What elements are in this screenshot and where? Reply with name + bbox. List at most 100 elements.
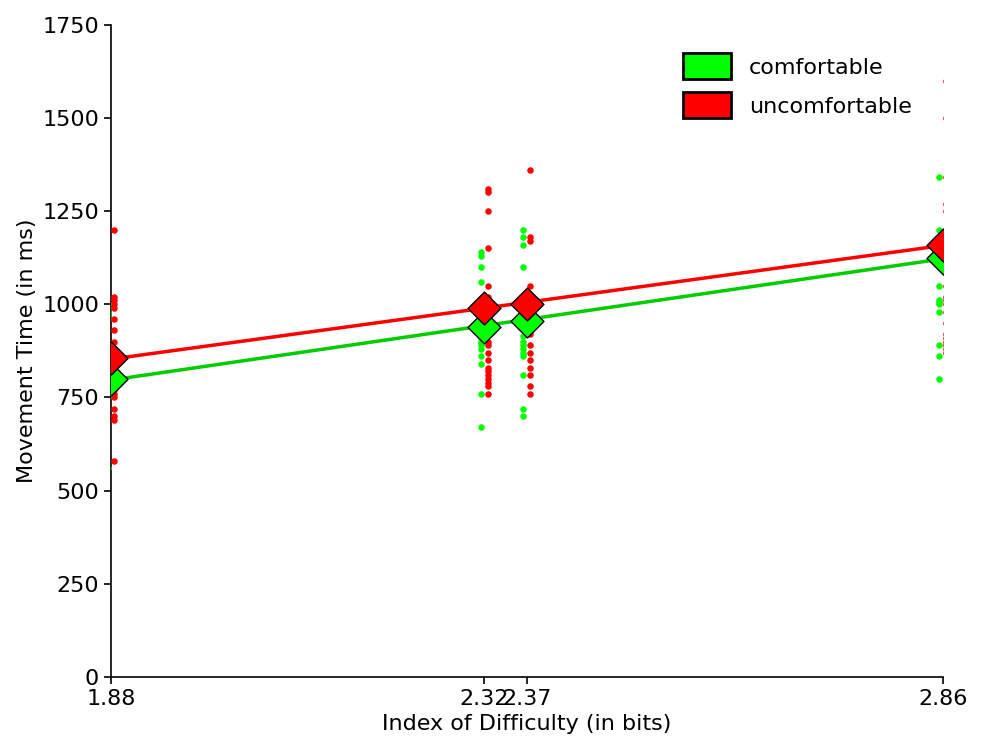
Point: [516, 369, 531, 381]
Point: [523, 347, 538, 359]
Point: [480, 365, 496, 377]
Point: [932, 297, 948, 309]
Point: [106, 372, 122, 385]
Point: [106, 324, 122, 336]
Point: [516, 239, 531, 251]
Point: [938, 347, 953, 359]
Point: [480, 313, 496, 325]
Point: [938, 291, 953, 303]
Point: [938, 336, 953, 348]
Point: [938, 306, 953, 318]
Point: [99, 343, 115, 355]
Point: [523, 298, 538, 310]
Point: [932, 351, 948, 363]
Point: [516, 321, 531, 333]
Point: [476, 302, 492, 314]
Point: [473, 337, 489, 349]
Point: [480, 205, 496, 217]
Point: [480, 369, 496, 381]
Point: [938, 298, 953, 310]
Point: [519, 298, 534, 310]
Point: [99, 372, 115, 385]
Point: [938, 328, 953, 340]
Point: [106, 291, 122, 303]
Point: [523, 380, 538, 392]
Point: [99, 306, 115, 318]
Point: [938, 74, 953, 86]
Point: [523, 164, 538, 176]
Point: [480, 380, 496, 392]
Point: [480, 354, 496, 366]
Point: [938, 205, 953, 217]
Point: [473, 321, 489, 333]
Point: [473, 343, 489, 355]
Point: [516, 343, 531, 355]
Point: [523, 369, 538, 381]
Point: [480, 294, 496, 306]
Point: [516, 298, 531, 310]
Point: [516, 231, 531, 243]
Point: [932, 298, 948, 310]
Point: [473, 339, 489, 351]
Point: [932, 372, 948, 385]
Point: [523, 302, 538, 314]
Point: [938, 294, 953, 306]
Point: [106, 358, 122, 370]
Point: [935, 252, 951, 264]
Point: [106, 351, 122, 363]
Point: [106, 361, 122, 373]
Point: [473, 246, 489, 258]
Point: [932, 306, 948, 318]
Point: [523, 328, 538, 340]
Point: [106, 302, 122, 314]
Point: [523, 339, 538, 351]
Point: [523, 235, 538, 247]
Point: [523, 279, 538, 291]
Point: [480, 339, 496, 351]
Point: [106, 391, 122, 403]
Point: [932, 261, 948, 273]
Point: [106, 347, 122, 359]
Point: [99, 391, 115, 403]
Point: [473, 313, 489, 325]
Point: [516, 315, 531, 327]
Point: [932, 250, 948, 262]
Point: [938, 246, 953, 258]
Point: [473, 332, 489, 344]
Point: [935, 239, 951, 251]
Point: [480, 279, 496, 291]
Point: [99, 361, 115, 373]
Point: [106, 294, 122, 306]
Point: [473, 421, 489, 433]
Point: [938, 254, 953, 266]
Point: [523, 231, 538, 243]
Point: [473, 250, 489, 262]
Point: [480, 243, 496, 255]
Point: [106, 313, 122, 325]
Point: [103, 352, 119, 364]
Point: [516, 351, 531, 363]
Point: [938, 339, 953, 351]
Point: [519, 315, 534, 327]
Point: [480, 361, 496, 373]
Point: [938, 171, 953, 183]
Point: [932, 279, 948, 291]
Point: [523, 317, 538, 329]
Point: [106, 298, 122, 310]
Point: [516, 403, 531, 415]
Point: [480, 298, 496, 310]
Point: [938, 112, 953, 124]
Point: [480, 291, 496, 303]
Point: [523, 291, 538, 303]
Point: [99, 313, 115, 325]
Point: [473, 328, 489, 340]
Point: [473, 276, 489, 288]
Point: [516, 330, 531, 342]
Point: [106, 455, 122, 467]
Point: [99, 302, 115, 314]
Point: [938, 343, 953, 355]
Point: [99, 298, 115, 310]
Point: [523, 361, 538, 373]
Point: [480, 372, 496, 385]
Point: [106, 354, 122, 366]
